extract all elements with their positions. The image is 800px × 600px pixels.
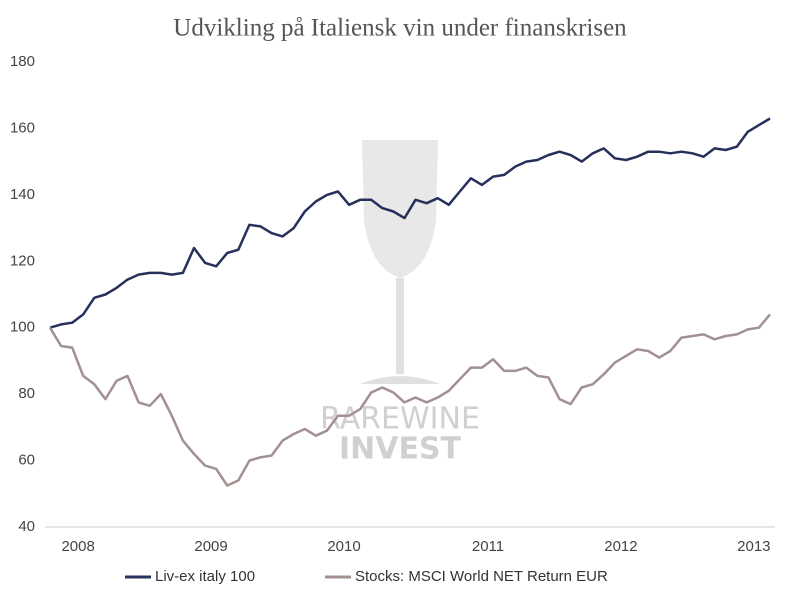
- watermark-text: INVEST: [339, 432, 462, 467]
- y-tick-label: 160: [10, 119, 35, 136]
- y-tick-label: 120: [10, 252, 35, 269]
- x-tick-label: 2012: [604, 538, 637, 555]
- line-series: [48, 313, 771, 487]
- x-tick-label: 2008: [61, 538, 94, 555]
- x-tick-label: 2009: [194, 538, 227, 555]
- y-tick-label: 140: [10, 186, 35, 203]
- watermark-stem: [396, 278, 404, 374]
- watermark: RAREWINE INVEST: [320, 140, 480, 467]
- y-tick-label: 80: [18, 385, 35, 402]
- legend-label: Stocks: MSCI World NET Return EUR: [355, 568, 608, 585]
- y-tick-label: 60: [18, 452, 35, 469]
- line-series: [49, 117, 771, 329]
- y-tick-label: 180: [10, 53, 35, 70]
- legend-label: Liv-ex italy 100: [155, 568, 255, 585]
- x-tick-label: 2011: [472, 538, 504, 555]
- watermark-glass: [362, 140, 438, 278]
- watermark-foot: [360, 376, 440, 384]
- x-tick-label: 2010: [327, 538, 360, 555]
- chart-title: Udvikling på Italiensk vin under finansk…: [173, 15, 627, 42]
- x-tick-label: 2013: [737, 538, 770, 555]
- y-tick-label: 40: [18, 518, 35, 535]
- y-tick-label: 100: [10, 319, 35, 336]
- watermark-text: RAREWINE: [320, 402, 480, 437]
